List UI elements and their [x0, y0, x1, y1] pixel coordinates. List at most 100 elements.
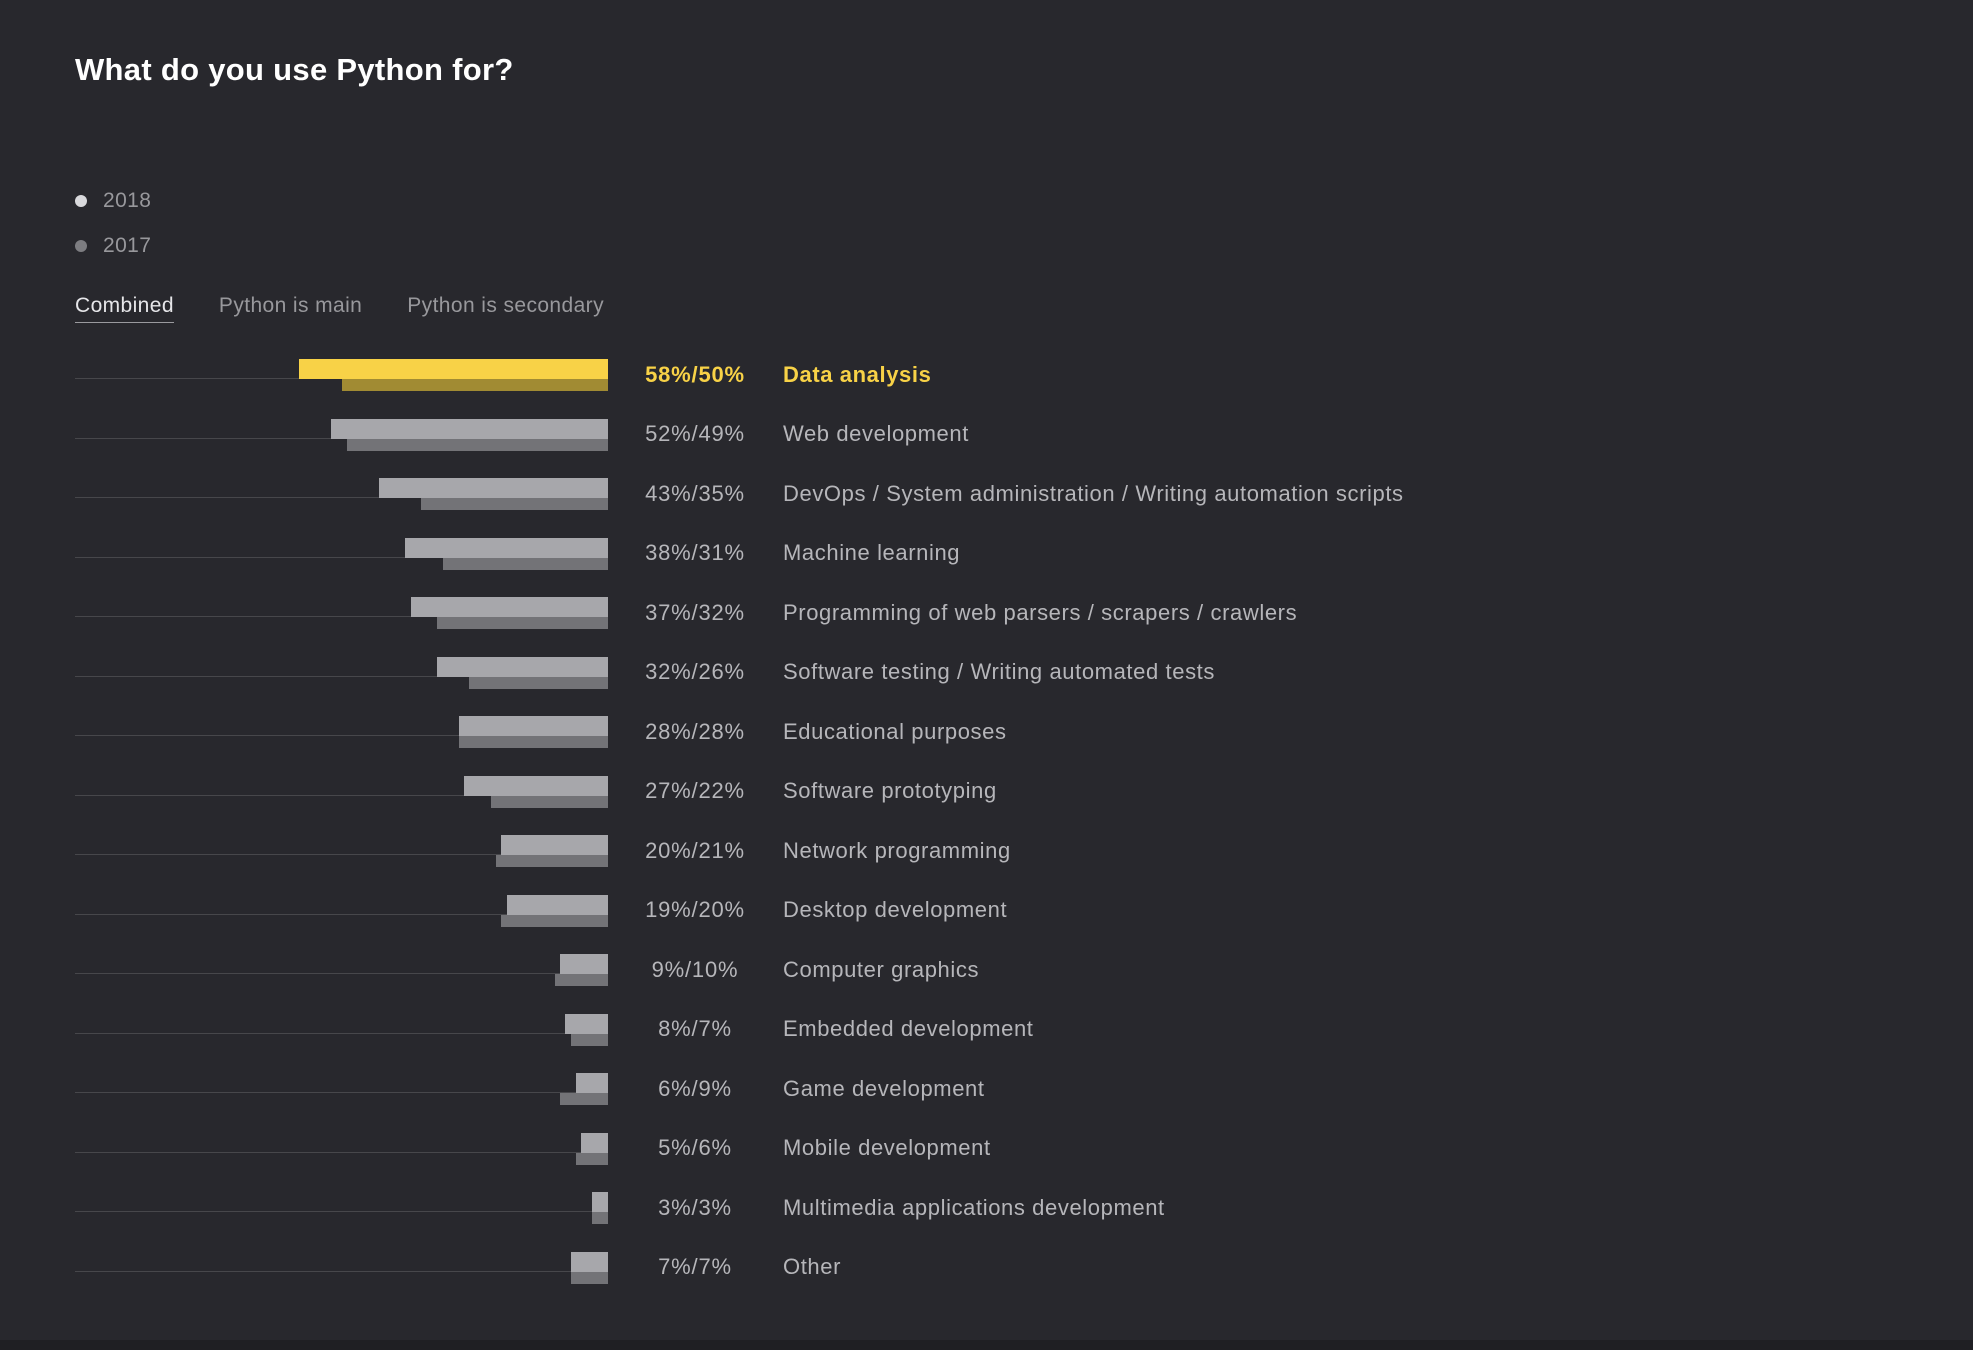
track-line	[75, 497, 608, 498]
chart-row: 5%/6% Mobile development	[75, 1119, 1935, 1179]
track-line	[75, 556, 608, 558]
row-percent-values: 20%/21%	[645, 837, 745, 863]
bottom-strip	[0, 1340, 1973, 1350]
bar-2017	[560, 1093, 608, 1105]
legend-label: 2018	[103, 188, 152, 212]
bar-2018	[501, 835, 608, 855]
chart-row: 6%/9% Game development	[75, 1059, 1935, 1119]
bar-2017	[554, 974, 608, 986]
bar-group	[75, 597, 608, 629]
track-line	[75, 1032, 608, 1034]
bar-2018	[592, 1192, 608, 1212]
chart-row: 28%/28% Educational purposes	[75, 702, 1935, 762]
row-category-label: Embedded development	[783, 1016, 1034, 1042]
tab-python-is-secondary[interactable]: Python is secondary	[407, 294, 604, 317]
bar-group	[75, 359, 608, 391]
bar-2017	[469, 676, 608, 689]
bar-group	[75, 716, 608, 748]
bar-2017	[437, 617, 608, 629]
row-category-label: Network programming	[783, 837, 1011, 863]
row-percent-values: 38%/31%	[645, 540, 745, 566]
legend-item-2017[interactable]: 2017	[75, 223, 151, 268]
row-category-label: Computer graphics	[783, 956, 980, 982]
bar-group	[75, 1132, 608, 1165]
bar-2018	[464, 775, 608, 796]
bar-2018	[378, 478, 608, 498]
bar-2018	[570, 1251, 608, 1272]
page-title: What do you use Python for?	[75, 52, 514, 87]
track-line	[75, 616, 608, 617]
bar-2018	[581, 1132, 608, 1153]
bar-chart: 58%/50% Data analysis 52%/49% Web develo…	[75, 345, 1935, 1297]
bar-2017	[592, 1212, 608, 1224]
row-percent-values: 19%/20%	[645, 897, 745, 923]
bar-group	[75, 418, 608, 451]
row-percent-values: 6%/9%	[658, 1075, 732, 1101]
bar-2018	[560, 954, 608, 974]
track-line	[75, 675, 608, 677]
row-percent-values: 28%/28%	[645, 718, 745, 744]
track-line	[75, 1211, 608, 1212]
bar-2017	[458, 736, 608, 748]
chart-row: 19%/20% Desktop development	[75, 881, 1935, 941]
row-category-label: Web development	[783, 421, 969, 447]
legend-dot-icon	[75, 239, 87, 252]
row-percent-values: 43%/35%	[645, 480, 745, 506]
tab-python-is-main[interactable]: Python is main	[218, 294, 363, 317]
track-line	[75, 1151, 608, 1153]
row-category-label: DevOps / System administration / Writing…	[783, 480, 1404, 506]
bar-2018	[576, 1073, 608, 1093]
bar-2017	[346, 438, 608, 451]
bar-2018	[565, 1013, 608, 1034]
bar-group	[75, 656, 608, 689]
bar-2017	[490, 795, 608, 808]
track-line	[75, 1270, 608, 1272]
row-category-label: Other	[783, 1254, 842, 1280]
bar-2017	[576, 1152, 608, 1165]
track-line	[75, 973, 608, 974]
chart-row: 27%/22% Software prototyping	[75, 762, 1935, 822]
tab-combined[interactable]: Combined	[75, 294, 174, 323]
chart-row: 52%/49% Web development	[75, 405, 1935, 465]
chart-row: 9%/10% Computer graphics	[75, 940, 1935, 1000]
row-percent-values: 32%/26%	[645, 659, 745, 685]
chart-row: 38%/31% Machine learning	[75, 524, 1935, 584]
row-category-label: Desktop development	[783, 897, 1008, 923]
row-percent-values: 37%/32%	[645, 599, 745, 625]
track-line	[75, 794, 608, 796]
legend-dot-icon	[75, 194, 87, 207]
row-category-label: Software testing / Writing automated tes…	[783, 659, 1215, 685]
bar-group	[75, 1073, 608, 1105]
row-percent-values: 27%/22%	[645, 778, 745, 804]
track-line	[75, 854, 608, 855]
row-percent-values: 9%/10%	[651, 956, 739, 982]
row-category-label: Software prototyping	[783, 778, 997, 804]
row-category-label: Game development	[783, 1075, 985, 1101]
bar-2017	[421, 498, 608, 510]
row-category-label: Machine learning	[783, 540, 961, 566]
chart-row: 43%/35% DevOps / System administration /…	[75, 464, 1935, 524]
chart-row: 3%/3% Multimedia applications developmen…	[75, 1178, 1935, 1238]
bar-2017	[496, 855, 608, 867]
row-percent-values: 7%/7%	[658, 1254, 732, 1280]
chart-legend: 2018 2017	[75, 178, 151, 268]
bar-group	[75, 775, 608, 808]
legend-item-2018[interactable]: 2018	[75, 178, 151, 223]
chart-row: 58%/50% Data analysis	[75, 345, 1935, 405]
bar-group	[75, 1013, 608, 1046]
bar-group	[75, 954, 608, 986]
bar-2018	[330, 418, 608, 439]
track-line	[75, 913, 608, 915]
row-category-label: Educational purposes	[783, 718, 1007, 744]
legend-label: 2017	[103, 233, 152, 257]
chart-row: 7%/7% Other	[75, 1238, 1935, 1298]
chart-row: 32%/26% Software testing / Writing autom…	[75, 643, 1935, 703]
bar-2018	[405, 537, 608, 558]
bar-2018	[410, 597, 608, 617]
row-percent-values: 8%/7%	[658, 1016, 732, 1042]
row-category-label: Multimedia applications development	[783, 1194, 1165, 1220]
row-percent-values: 5%/6%	[658, 1135, 732, 1161]
bar-2017	[570, 1033, 608, 1046]
bar-group	[75, 1251, 608, 1284]
bar-2018	[298, 359, 608, 379]
